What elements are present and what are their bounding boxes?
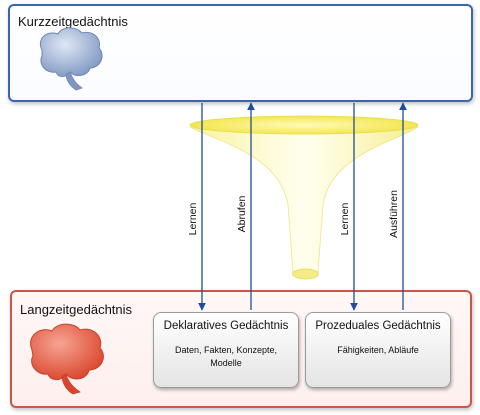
- arrow-label-lernen-procedural: Lernen: [339, 202, 351, 236]
- procedural-memory-content: Fähigkeiten, Abläufe: [337, 345, 419, 355]
- arrow-label-ausfuehren: Ausführen: [388, 190, 400, 238]
- arrow-label-lernen-declarative: Lernen: [187, 202, 199, 236]
- long-term-memory-title: Langzeitgedächtnis: [20, 302, 133, 317]
- declarative-memory-title: Deklaratives Gedächtnis: [163, 320, 289, 332]
- short-term-memory-box: Kurzzeitgedächtnis: [8, 4, 473, 102]
- declarative-memory-box: Deklaratives Gedächtnis Daten, Fakten, K…: [153, 312, 299, 388]
- procedural-memory-box: Prozeduales Gedächtnis Fähigkeiten, Ablä…: [305, 312, 451, 388]
- funnel-icon: [189, 115, 420, 280]
- arrow-label-abrufen: Abrufen: [236, 195, 248, 233]
- procedural-memory-title: Prozeduales Gedächtnis: [315, 320, 441, 332]
- short-term-memory-title: Kurzzeitgedächtnis: [18, 14, 128, 29]
- declarative-memory-content: Daten, Fakten, Konzepte, Modelle: [174, 345, 278, 368]
